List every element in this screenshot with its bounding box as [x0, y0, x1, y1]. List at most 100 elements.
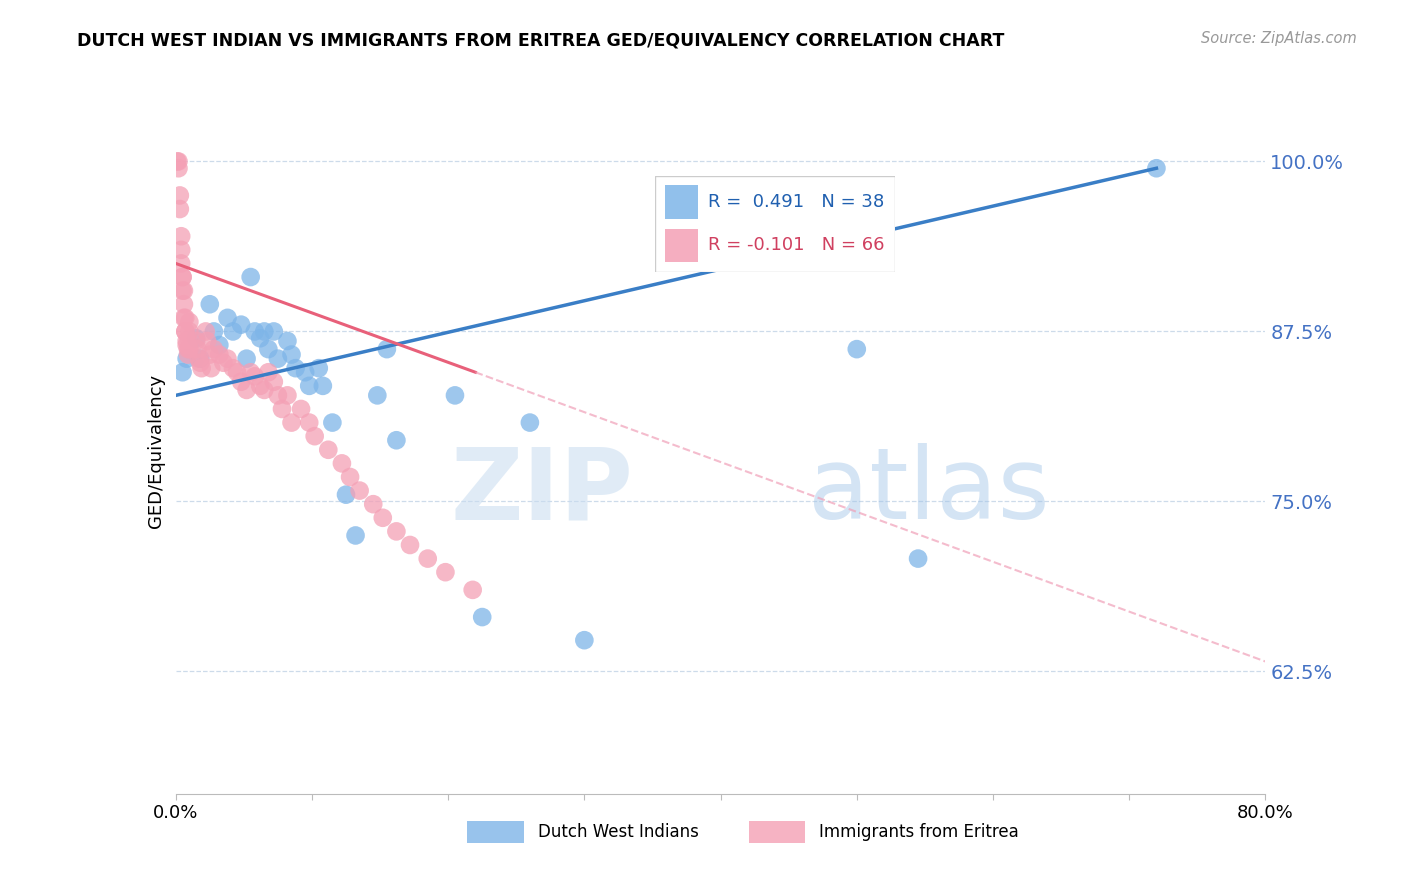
- Point: [198, 297, 221, 311]
- Point: [187, 351, 209, 366]
- FancyBboxPatch shape: [665, 228, 699, 262]
- Point: [845, 342, 868, 356]
- Point: [170, 243, 193, 257]
- Point: [235, 351, 257, 366]
- Point: [186, 334, 208, 348]
- Point: [434, 565, 457, 579]
- Point: [371, 510, 394, 524]
- Point: [170, 256, 193, 270]
- Point: [298, 416, 321, 430]
- Point: [267, 388, 290, 402]
- Point: [349, 483, 371, 498]
- Point: [195, 334, 218, 348]
- Point: [186, 342, 209, 356]
- Point: [304, 429, 326, 443]
- Text: DUTCH WEST INDIAN VS IMMIGRANTS FROM ERITREA GED/EQUIVALENCY CORRELATION CHART: DUTCH WEST INDIAN VS IMMIGRANTS FROM ERI…: [77, 31, 1005, 49]
- Point: [226, 365, 249, 379]
- Point: [170, 229, 193, 244]
- Point: [271, 401, 294, 416]
- Point: [280, 348, 302, 362]
- Point: [176, 351, 198, 366]
- Point: [208, 348, 231, 362]
- Point: [172, 365, 194, 379]
- Point: [344, 528, 367, 542]
- Point: [294, 365, 316, 379]
- Point: [444, 388, 467, 402]
- Point: [308, 361, 330, 376]
- Point: [461, 582, 484, 597]
- Point: [318, 442, 340, 457]
- Point: [276, 388, 298, 402]
- Point: [231, 375, 253, 389]
- Point: [284, 361, 307, 376]
- Point: [173, 284, 195, 298]
- Point: [361, 497, 384, 511]
- Point: [167, 154, 190, 169]
- Point: [1144, 161, 1167, 176]
- Point: [172, 270, 194, 285]
- Point: [375, 342, 398, 356]
- Point: [177, 348, 200, 362]
- Point: [249, 379, 271, 393]
- Point: [253, 325, 276, 339]
- Point: [174, 310, 197, 325]
- Text: atlas: atlas: [807, 443, 1049, 541]
- Point: [208, 338, 231, 352]
- Point: [179, 325, 201, 339]
- Y-axis label: GED/Equivalency: GED/Equivalency: [146, 374, 165, 527]
- Point: [276, 334, 298, 348]
- Point: [177, 342, 200, 356]
- Point: [188, 351, 211, 366]
- Point: [172, 284, 194, 298]
- Point: [200, 361, 222, 376]
- Point: [298, 379, 321, 393]
- Point: [212, 356, 235, 370]
- Point: [312, 379, 335, 393]
- Point: [321, 416, 343, 430]
- Point: [202, 342, 225, 356]
- Point: [222, 325, 245, 339]
- Point: [267, 351, 290, 366]
- Point: [194, 325, 217, 339]
- Point: [335, 488, 357, 502]
- Point: [188, 356, 211, 370]
- Point: [174, 325, 197, 339]
- Point: [179, 342, 201, 356]
- Point: [179, 334, 201, 348]
- Point: [339, 470, 361, 484]
- Point: [239, 270, 262, 285]
- Point: [280, 416, 302, 430]
- Point: [173, 297, 195, 311]
- Point: [253, 383, 276, 397]
- Point: [243, 369, 266, 384]
- Point: [263, 375, 285, 389]
- Point: [385, 434, 408, 448]
- FancyBboxPatch shape: [665, 186, 699, 219]
- Text: R = -0.101   N = 66: R = -0.101 N = 66: [709, 236, 884, 254]
- FancyBboxPatch shape: [655, 176, 896, 272]
- Point: [257, 365, 280, 379]
- Point: [174, 325, 197, 339]
- Point: [249, 331, 271, 345]
- Point: [202, 325, 225, 339]
- Point: [235, 383, 257, 397]
- Point: [217, 310, 239, 325]
- Point: [222, 361, 245, 376]
- Point: [574, 633, 596, 648]
- Point: [173, 310, 195, 325]
- Point: [519, 416, 541, 430]
- Point: [179, 315, 201, 329]
- Point: [169, 188, 191, 202]
- Point: [172, 270, 194, 285]
- Point: [263, 325, 285, 339]
- Point: [176, 334, 198, 348]
- Point: [907, 551, 929, 566]
- Point: [330, 456, 353, 470]
- Text: R =  0.491   N = 38: R = 0.491 N = 38: [709, 194, 884, 211]
- Text: Source: ZipAtlas.com: Source: ZipAtlas.com: [1201, 31, 1357, 46]
- Point: [198, 348, 221, 362]
- Point: [190, 361, 212, 376]
- Point: [243, 325, 266, 339]
- Point: [290, 401, 312, 416]
- Point: [217, 351, 239, 366]
